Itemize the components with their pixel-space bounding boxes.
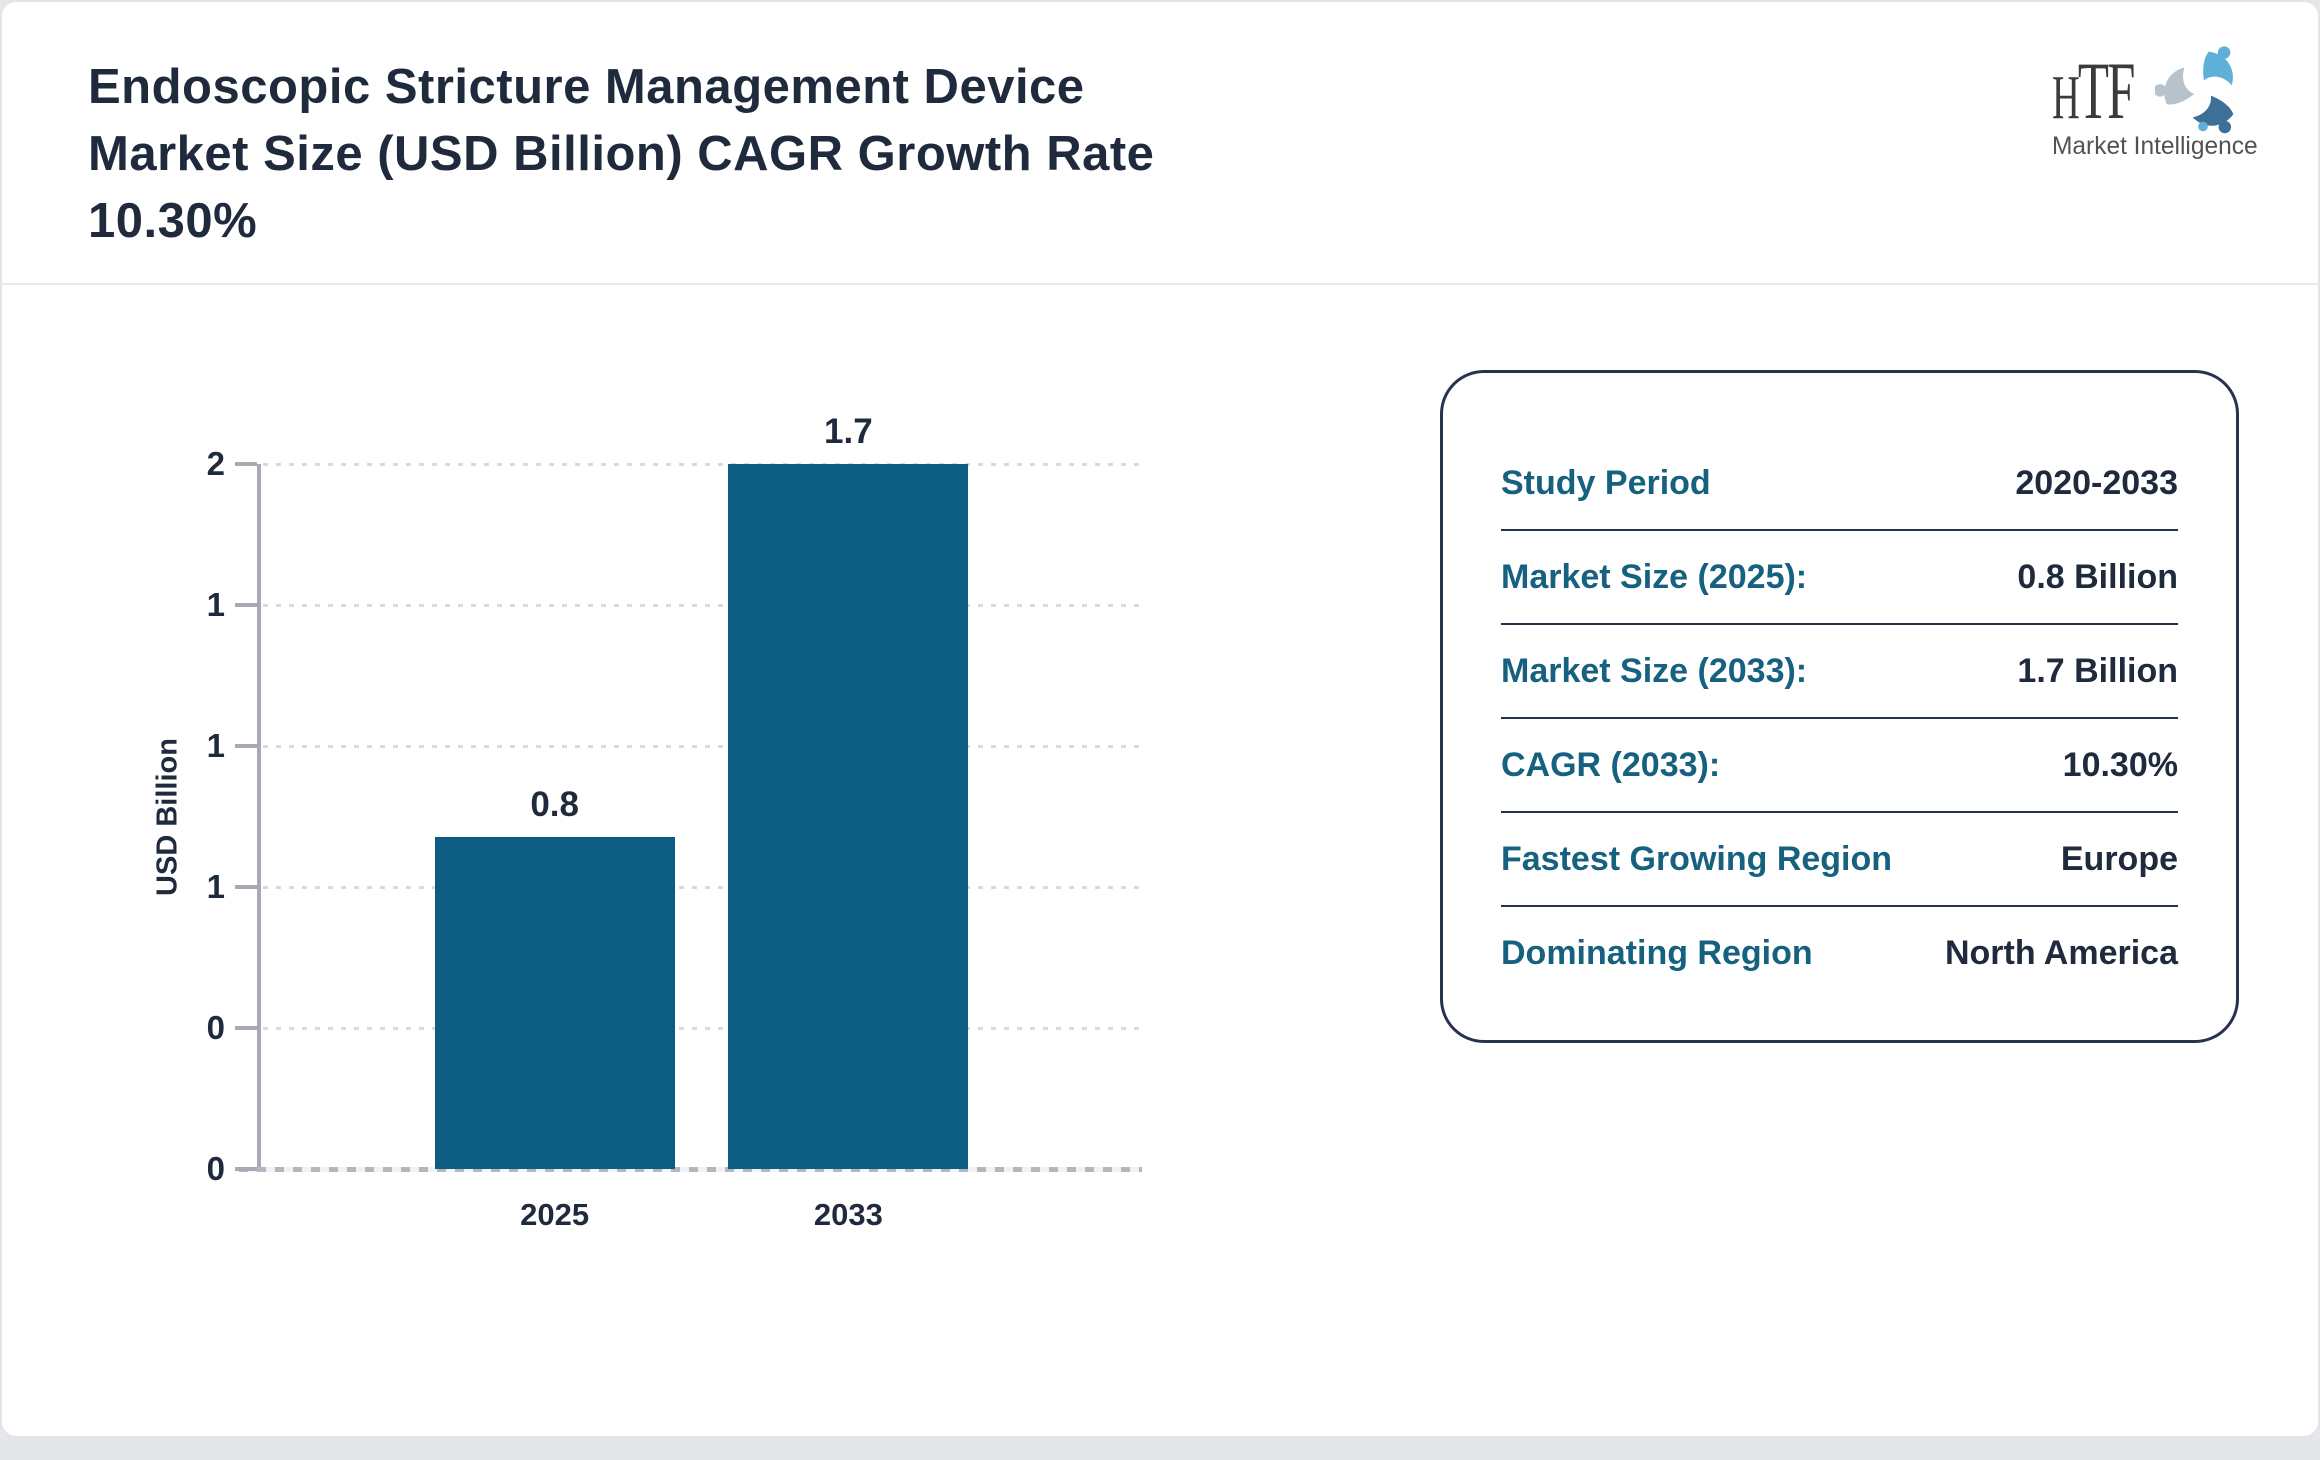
bar-2025 — [434, 837, 675, 1169]
y-tick-label: 1 — [206, 868, 225, 905]
bar-value-label: 1.7 — [824, 412, 873, 451]
x-axis-label: 2025 — [520, 1197, 590, 1232]
page-title-line: Endoscopic Stricture Management Device — [88, 60, 1085, 114]
panel-row-value: 0.8 Billion — [2017, 557, 2178, 596]
panel-row: Fastest Growing Region Europe — [1501, 813, 2178, 907]
panel-row: Study Period 2020-2033 — [1501, 437, 2178, 531]
grid-line — [263, 885, 1144, 889]
panel-row-label: Study Period — [1501, 463, 1711, 502]
panel-row-label: Dominating Region — [1501, 933, 1813, 972]
y-tick-mark — [235, 462, 257, 466]
panel-row-value: North America — [1944, 933, 2178, 972]
y-tick-label: 2 — [206, 445, 225, 482]
panel-row-label: Market Size (2025): — [1501, 557, 1808, 596]
x-axis-label: 2033 — [813, 1197, 883, 1232]
y-tick-mark — [235, 885, 257, 889]
grid-line — [263, 603, 1144, 607]
y-tick-mark — [235, 744, 257, 748]
y-tick-label: 1 — [206, 727, 225, 764]
grid-line — [263, 462, 1144, 466]
brand-acronym: HTF — [2052, 44, 2135, 136]
panel-row-value: 1.7 Billion — [2017, 651, 2178, 690]
grid-line — [263, 744, 1144, 748]
panel-row-value: 2020-2033 — [2015, 463, 2178, 502]
y-tick-mark — [235, 1167, 257, 1171]
brand-logo: HTF Market Intelligence — [2052, 42, 2258, 161]
bar-value-label: 0.8 — [530, 785, 579, 825]
bar-2033 — [728, 464, 969, 1169]
y-tick-label: 0 — [206, 1150, 225, 1187]
y-tick-mark — [235, 603, 257, 607]
panel-row: CAGR (2033): 10.30% — [1501, 719, 2178, 813]
panel-row: Market Size (2033): 1.7 Billion — [1501, 625, 2178, 719]
x-axis-line — [239, 1167, 1142, 1172]
panel-row: Market Size (2025): 0.8 Billion — [1501, 531, 2178, 625]
panel-row-value: 10.30% — [2062, 745, 2178, 784]
panel-row-label: Fastest Growing Region — [1501, 839, 1893, 878]
panel-row-value: Europe — [2060, 839, 2178, 878]
page-title-line: 10.30% — [88, 194, 258, 248]
grid-line — [263, 1026, 1144, 1030]
brand-logo-top: HTF — [2052, 42, 2252, 138]
y-tick-label: 0 — [206, 1009, 225, 1046]
y-axis-line — [257, 464, 261, 1171]
panel-row: Dominating Region North America — [1501, 907, 2178, 999]
y-axis-title: USD Billion — [151, 738, 184, 896]
bar-chart-plot-area: 2 1 1 1 0 0 0.8 2025 1.7 2033 — [207, 412, 1144, 1232]
logo-swirl-icon — [2155, 46, 2242, 138]
panel-row-label: Market Size (2033): — [1501, 651, 1808, 690]
panel-row-label: CAGR (2033): — [1501, 745, 1721, 784]
header-divider — [2, 283, 2318, 285]
summary-panel: Study Period 2020-2033 Market Size (2025):… — [1440, 370, 2239, 1043]
brand-subtitle: Market Intelligence — [2052, 132, 2258, 160]
y-tick-label: 1 — [206, 586, 225, 623]
page-title-line: Market Size (USD Billion) CAGR Growth Ra… — [88, 127, 1155, 181]
page-title: Endoscopic Stricture Management Device Ma… — [88, 54, 1154, 255]
y-tick-mark — [235, 1026, 257, 1030]
